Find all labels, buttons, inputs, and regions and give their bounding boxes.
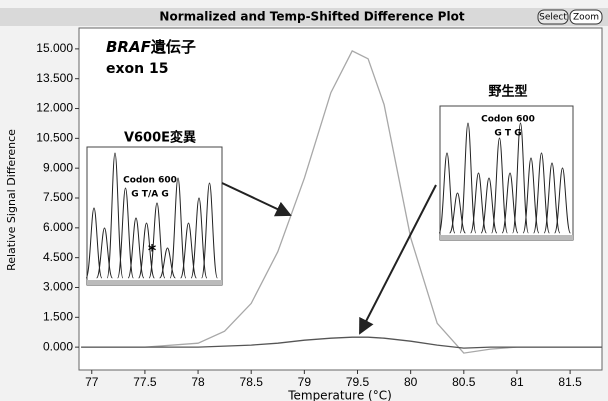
x-tick-label: 80 (404, 375, 418, 389)
y-axis-label: Relative Signal Difference (5, 129, 18, 271)
x-tick-label: 81.5 (558, 375, 582, 389)
wildtype-codon: Codon 600 (481, 115, 535, 125)
mutant-scrollbar (87, 280, 222, 285)
x-tick-label: 79 (298, 375, 312, 389)
y-tick-label: 13.500 (36, 71, 73, 85)
x-tick-label: 81 (510, 375, 524, 389)
wildtype-scrollbar (440, 235, 573, 240)
y-tick-label: 7.500 (43, 190, 73, 204)
chart-title: Normalized and Temp-Shifted Difference P… (159, 10, 464, 24)
y-tick-label: 12.000 (36, 101, 73, 115)
gene-label: BRAF遺伝子 (106, 38, 196, 56)
y-tick-label: 4.500 (43, 250, 73, 264)
x-tick-label: 77 (85, 375, 99, 389)
y-tick-label: 0.000 (43, 339, 73, 353)
mutant-bases: G T/A G (131, 190, 168, 200)
x-tick-label: 78 (191, 375, 205, 389)
y-tick-label: 3.000 (43, 280, 73, 294)
x-axis-label: Temperature (°C) (287, 389, 392, 401)
mutant-marker: * (148, 241, 157, 260)
gene-word: 遺伝子 (150, 38, 196, 56)
chart: Normalized and Temp-Shifted Difference P… (0, 0, 608, 401)
y-tick-label: 6.000 (43, 220, 73, 234)
zoom-label[interactable]: Zoom (573, 13, 599, 23)
y-tick-label: 9.000 (43, 160, 73, 174)
wildtype-inset (440, 106, 573, 240)
x-tick-label: 78.5 (240, 375, 264, 389)
x-tick-label: 79.5 (346, 375, 370, 389)
wildtype-bases: G T G (494, 129, 521, 139)
y-tick-label: 10.500 (36, 131, 73, 145)
gene-name: BRAF (106, 38, 152, 56)
exon-label: exon 15 (106, 61, 168, 77)
select-label[interactable]: Select (539, 13, 567, 23)
mutant-label: V600E変異 (124, 130, 196, 146)
mutant-inset (87, 147, 222, 285)
y-tick-label: 1.500 (43, 309, 73, 323)
mutant-codon: Codon 600 (123, 176, 177, 186)
y-tick-label: 15.000 (36, 41, 73, 55)
wildtype-label: 野生型 (488, 84, 527, 100)
x-tick-label: 80.5 (452, 375, 476, 389)
x-tick-label: 77.5 (133, 375, 157, 389)
